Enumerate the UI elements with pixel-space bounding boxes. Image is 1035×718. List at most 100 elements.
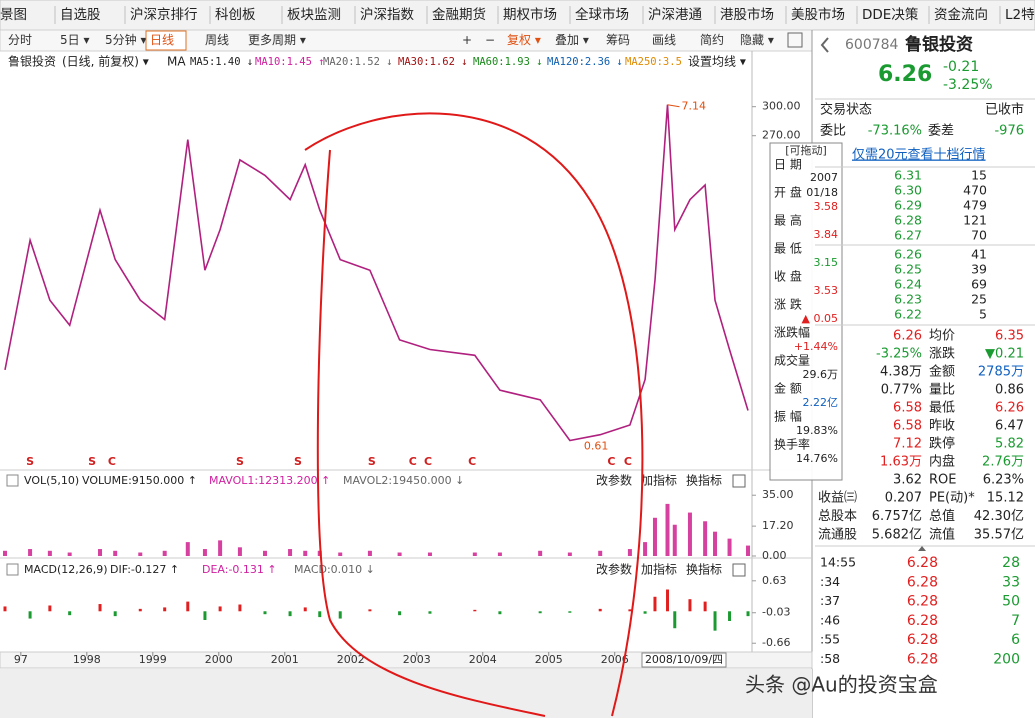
panel-close[interactable] — [732, 563, 746, 577]
panel-button[interactable]: 换指标 — [686, 562, 722, 577]
signal: S — [368, 455, 376, 468]
x-tick-label: 2005 — [535, 653, 563, 666]
volume-bar — [237, 547, 242, 556]
signal: C — [424, 455, 432, 468]
menu-item[interactable]: 沪深指数 — [360, 7, 414, 23]
macd-bar — [98, 604, 102, 612]
ma-settings[interactable]: 设置均线 ▾ — [688, 55, 746, 69]
popup-value: 19.83% — [796, 424, 838, 437]
volume-bar — [687, 512, 692, 556]
order-volume: 479 — [963, 198, 987, 213]
toolbar-button[interactable]: − — [485, 33, 495, 47]
panel-button[interactable]: 加指标 — [641, 562, 677, 577]
menu-item[interactable]: 期权市场 — [503, 6, 557, 23]
order-price: 6.31 — [894, 168, 922, 183]
fundamental-cell: 总值 — [929, 508, 955, 524]
toolbar-button[interactable]: 周线 — [205, 33, 229, 47]
x-tick-label: 2001 — [271, 653, 299, 666]
indicator-title: MACD(12,26,9) — [24, 563, 108, 576]
toolbar-button[interactable]: 日线 — [150, 33, 174, 47]
volume-bar — [202, 549, 207, 556]
popup-value: +1.44% — [794, 340, 838, 353]
macd-bar — [728, 611, 732, 621]
toolbar-button[interactable]: 简约 — [700, 32, 724, 47]
popup-value: 3.53 — [814, 284, 839, 297]
macd-bar — [473, 609, 477, 612]
volume-bar — [218, 540, 223, 556]
indicator-value: DEA:-0.131 ↑ — [202, 563, 277, 576]
panel-button[interactable]: 换指标 — [686, 473, 722, 488]
toolbar-button[interactable]: + — [462, 33, 472, 47]
back-arrow[interactable] — [820, 37, 829, 53]
menu-item[interactable]: 金融期货 — [432, 6, 486, 23]
panel-icon[interactable] — [6, 563, 19, 576]
toolbar-button[interactable]: 隐藏 ▾ — [740, 33, 774, 47]
popup-value: 2007 — [810, 171, 838, 184]
volume-bar — [665, 503, 670, 556]
macd-bar — [238, 604, 242, 612]
toolbar-button[interactable]: 筹码 — [606, 33, 630, 47]
macd-bar — [3, 606, 7, 612]
menu-item[interactable]: 全球市场 — [575, 6, 629, 23]
fundamental-cell: 流通股 — [818, 528, 857, 543]
quote-code: 600784 — [845, 37, 899, 53]
close-box[interactable] — [787, 32, 803, 48]
menu-item[interactable]: 港股市场 — [720, 6, 774, 23]
order-volume: 25 — [971, 292, 987, 307]
stat-cell: 跌停 — [929, 436, 955, 452]
stat-cell: 5.82 — [995, 437, 1024, 452]
toolbar-button[interactable]: 5分钟 ▾ — [105, 32, 146, 47]
signal: C — [468, 455, 476, 468]
stat-cell: 涨跌 — [929, 346, 955, 362]
x-tick-label: 1998 — [73, 653, 101, 666]
toolbar-button[interactable]: 画线 — [652, 33, 676, 47]
popup-label: 换手率 — [774, 437, 810, 452]
toolbar-button[interactable]: 更多周期 ▾ — [248, 33, 306, 47]
menu-item[interactable]: 景图 — [0, 7, 27, 23]
indicator-title: VOL(5,10) — [24, 474, 79, 487]
macd-bar — [218, 606, 222, 612]
order-price: 6.25 — [894, 262, 922, 277]
toolbar-button[interactable]: 叠加 ▾ — [555, 33, 589, 47]
signal: S — [88, 455, 96, 468]
menu-item[interactable]: 沪深京排行 — [130, 7, 198, 23]
tick-volume: 7 — [1011, 613, 1020, 629]
menu-item[interactable]: 沪深港通 — [648, 7, 702, 23]
upgrade-link[interactable]: 仅需20元查看十档行情 — [852, 147, 986, 163]
panel-button[interactable]: 改参数 — [596, 562, 632, 577]
toolbar-button[interactable]: 分时 — [8, 33, 32, 47]
menu-item[interactable]: 资金流向 — [934, 7, 988, 23]
ma-item: MA250:3.5 — [625, 56, 682, 68]
popup-value: 2.22亿 — [803, 396, 839, 409]
chart-mode[interactable]: (日线, 前复权) ▾ — [62, 54, 149, 69]
panel-button[interactable]: 加指标 — [641, 473, 677, 488]
menu-item[interactable]: 板块监测 — [287, 7, 341, 23]
menu-item[interactable]: 自选股 — [60, 7, 101, 23]
menu-item[interactable]: L2特 — [1005, 7, 1035, 23]
macd-bar — [338, 611, 342, 619]
macd-bar — [713, 611, 717, 631]
x-tick-label: 97 — [14, 653, 28, 666]
volume-bar — [303, 550, 308, 556]
panel-button[interactable]: 改参数 — [596, 473, 632, 488]
macd-bar — [568, 611, 572, 613]
annotation-pointer — [667, 104, 680, 108]
toolbar-button[interactable]: 复权 ▾ — [507, 33, 541, 47]
ma-item: MA10:1.45 ↑ — [255, 56, 325, 68]
menu-item[interactable]: 科创板 — [215, 7, 256, 23]
signal: C — [607, 455, 615, 468]
toolbar-button[interactable]: 5日 ▾ — [60, 33, 89, 47]
menu-item[interactable]: DDE决策 — [862, 6, 919, 23]
popup-value: 29.6万 — [803, 368, 839, 381]
macd-bar — [186, 601, 190, 612]
status-label: 交易状态 — [820, 102, 872, 118]
y-tick-label: 0.63 — [762, 574, 787, 587]
macd-bar — [498, 611, 502, 615]
volume-bar — [47, 550, 52, 556]
panel-icon[interactable] — [6, 474, 19, 487]
menu-item[interactable]: 美股市场 — [791, 6, 845, 23]
panel-close[interactable] — [732, 474, 746, 488]
wb-label: 委比 — [820, 124, 846, 139]
macd-bar — [288, 611, 292, 617]
expand-arrow[interactable] — [918, 546, 926, 551]
